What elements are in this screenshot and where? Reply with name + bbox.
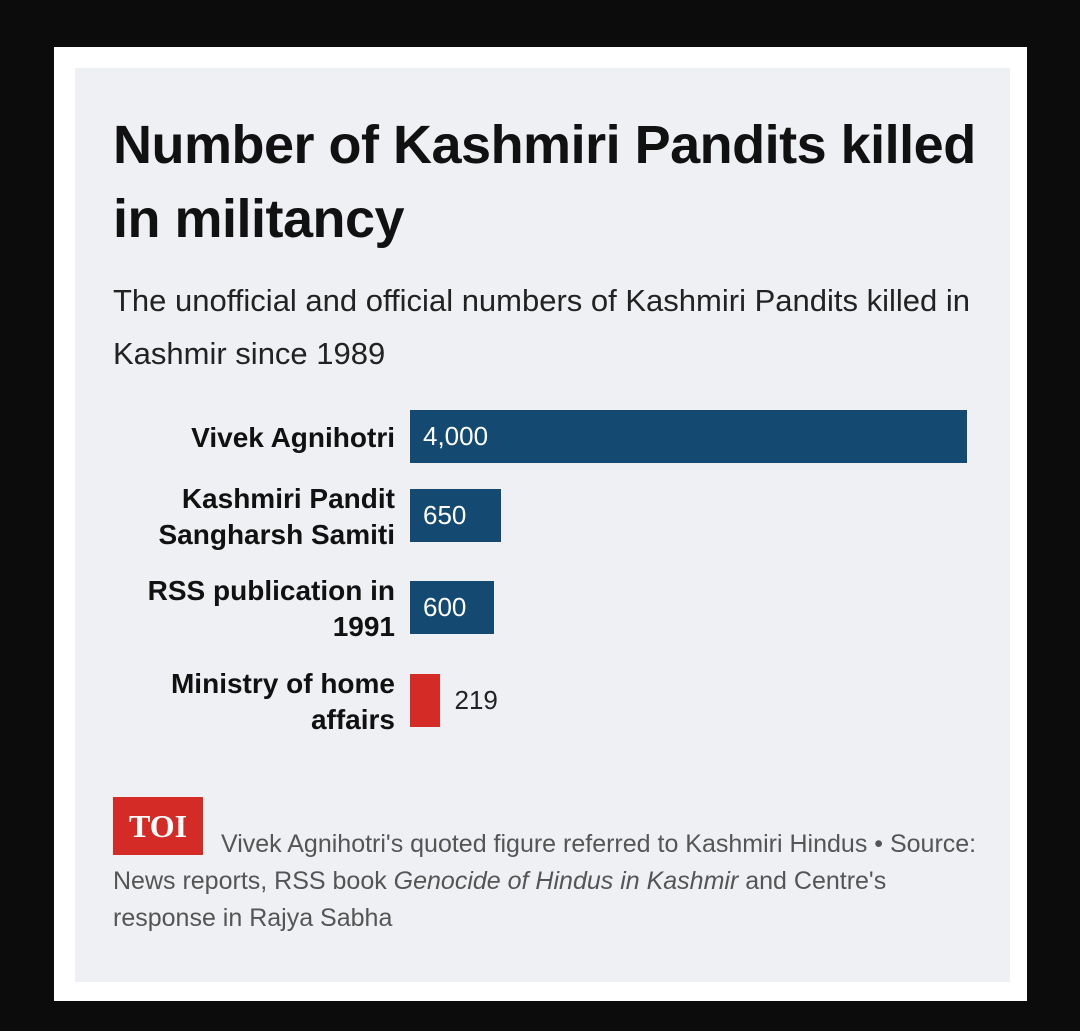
- footer-note-text: Vivek Agnihotri's quoted figure referred…: [221, 830, 884, 858]
- bar: [410, 673, 441, 727]
- bar: [410, 409, 967, 463]
- category-label: Ministry of home affairs: [170, 668, 395, 735]
- chart-card: [75, 68, 1010, 982]
- source-book-title: Genocide of Hindus in Kashmir: [393, 867, 739, 895]
- source-suffix: and Centre's response in Rajya Sabha: [113, 867, 887, 932]
- chart-title: Number of Kashmiri Pandits killed in mil…: [113, 115, 976, 249]
- bar-value-label: 650: [423, 500, 467, 530]
- category-label: Vivek Agnihotri: [191, 422, 395, 453]
- chart-subtitle: The unofficial and official numbers of K…: [113, 283, 970, 371]
- bar-value-label: 4,000: [423, 421, 489, 451]
- toi-logo: TOI: [113, 797, 203, 855]
- category-label: RSS publication in 1991: [147, 575, 395, 642]
- bar-value-label: 219: [454, 685, 498, 715]
- bar-value-label: 600: [423, 592, 467, 622]
- category-label: Kashmiri Pandit Sangharsh Samiti: [158, 483, 395, 550]
- bar: [410, 488, 501, 542]
- bar: [410, 580, 494, 634]
- source-prefix: Source: News reports, RSS book: [113, 830, 977, 895]
- footer-note: Vivek Agnihotri's quoted figure referred…: [113, 826, 983, 937]
